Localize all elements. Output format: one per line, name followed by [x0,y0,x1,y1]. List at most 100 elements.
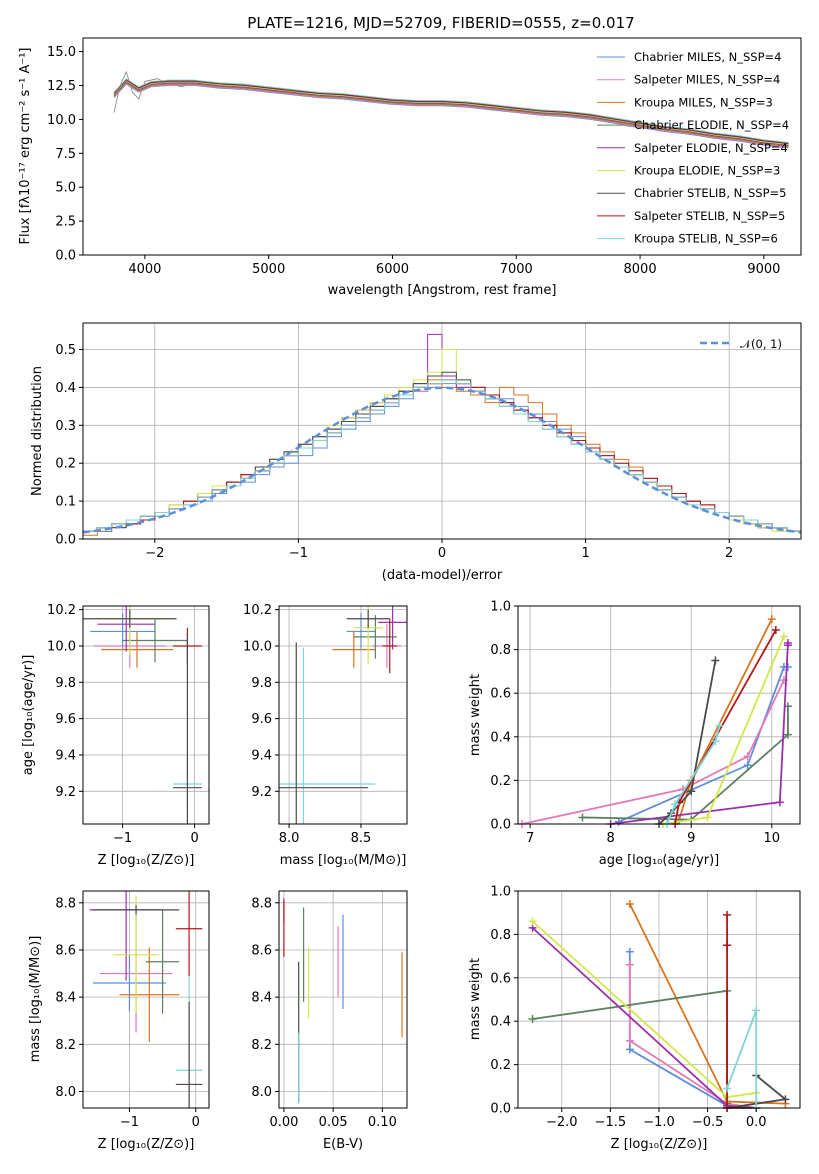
weight-vs-age-ylabel: mass weight [468,674,483,756]
spectrum-ytick-label-6: 15.0 [47,45,76,60]
spectrum-legend-label-2: Kroupa MILES, N_SSP=3 [634,95,773,109]
weight-vs-z-ytick-label-0: 0.0 [490,1102,511,1117]
weight-vs-age-xtick-label-1: 8 [607,831,615,846]
spectrum-model-5 [113,80,789,145]
age-vs-mass-ytick-label-1: 9.4 [251,748,272,763]
residuals-panel: −2 −1 0 1 2 0.0 0.1 0.2 0.3 0.4 0.5 𝒩(0, 1) (data-… [30,322,802,583]
mass-vs-ebv-xlabel: E(B-V) [323,1137,363,1152]
residuals-xtick-label-0: −2 [145,546,164,561]
weight-vs-age-ytick-label-5: 1.0 [490,600,511,615]
spectrum-plot-area [113,70,789,149]
weight-vs-z-ytick-label-4: 0.8 [490,928,511,943]
weight-vs-z-ytick-label-3: 0.6 [490,971,511,986]
weight-vs-age-ytick-label-1: 0.2 [490,774,511,789]
weight-vs-age-marker-5-1 [703,813,712,822]
mass-vs-ebv-xtick-label-1: 0.05 [319,1115,348,1130]
weight-vs-z-line-5 [531,920,757,1099]
age-vs-mass-ytick-label-5: 10.2 [243,603,272,618]
normal-curve [82,386,802,534]
mass-vs-z-panel: −1 0 8.0 8.2 8.4 8.6 8.8 Z [log₁₀(Z/Z⊙)] mass … [28,890,210,1152]
weight-vs-age-marker-4-1 [775,798,784,807]
age-vs-z-ytick-label-3: 9.8 [55,676,76,691]
weight-vs-age-marker-8-2 [711,737,720,746]
weight-vs-age-xtick-label-2: 9 [687,831,695,846]
spectrum-legend-label-6: Chabrier STELIB, N_SSP=5 [634,186,786,200]
age-vs-z-ylabel: age [log₁₀(age/yr)] [21,655,36,776]
age-vs-z-panel: −1 09.29.49.69.810.010.2 Z [log₁₀(Z/Z⊙)] … [21,603,210,868]
weight-vs-z-xtick-label-4: 0.0 [746,1115,767,1130]
weight-vs-age-marker-3-2 [783,730,792,739]
spectrum-ylabel: Flux [fλ10⁻¹⁷ erg cm⁻² s⁻¹ A⁻¹] [18,48,33,245]
residuals-legend: 𝒩(0, 1) [700,337,782,351]
weight-vs-z-marker-2-0 [625,900,634,909]
spectrum-ytick-label-3: 7.5 [55,147,76,162]
weight-vs-z-marker-8-1 [752,1006,761,1015]
weight-vs-age-marker-1-2 [743,752,752,761]
weight-vs-age-marker-8-1 [671,800,680,809]
spectrum-ytick-label-5: 12.5 [47,79,76,94]
weight-vs-age-marker-6-2 [687,787,696,796]
residuals-xtick-label-3: 1 [581,546,589,561]
spectrum-ytick-label-2: 5.0 [55,181,76,196]
residual-hist-8 [82,379,802,539]
weight-vs-age-line-0 [618,666,788,823]
residuals-xlabel: (data-model)/error [382,568,503,583]
weight-vs-age-ytick-label-2: 0.4 [490,730,511,745]
weight-vs-age-marker-4-3 [783,641,792,650]
age-vs-mass-xlabel: mass [log₁₀(M/M⊙)] [280,853,407,868]
figure-title: PLATE=1216, MJD=52709, FIBERID=0555, z=0… [247,14,634,32]
mass-vs-ebv-ytick-label-0: 8.0 [251,1085,272,1100]
weight-vs-age-marker-0-3 [783,663,792,672]
weight-vs-age-marker-5-2 [779,632,788,641]
weight-vs-z-marker-3-0 [528,1015,537,1024]
weight-vs-age-marker-7-2 [771,625,780,634]
weight-vs-z-ytick-label-1: 0.2 [490,1058,511,1073]
weight-vs-age-line-4 [610,643,789,825]
weight-vs-z-xtick-label-1: −1.5 [595,1115,627,1130]
residuals-ytick-label-3: 0.3 [55,419,76,434]
mass-vs-z-ytick-label-0: 8.0 [55,1085,76,1100]
weight-vs-age-xlabel: age [log₁₀(age/yr)] [599,853,720,868]
normal-legend-label: 𝒩(0, 1) [740,337,782,351]
spectrum-legend-label-0: Chabrier MILES, N_SSP=4 [634,50,781,64]
age-vs-mass-panel: 8.0 8.5 9.2 9.4 9.6 9.8 10.0 10.2 mass [log₁₀(M… [243,603,408,868]
spectrum-ytick-label-4: 10.0 [47,113,76,128]
weight-vs-z-ytick-label-2: 0.4 [490,1015,511,1030]
age-vs-z-xlabel: Z [log₁₀(Z/Z⊙)] [98,853,195,868]
mass-vs-ebv-ytick-label-3: 8.6 [251,943,272,958]
weight-vs-z-marker-7-0 [723,910,732,919]
spectrum-model-8 [113,78,789,143]
weight-vs-age-line-3 [582,706,789,821]
spectrum-xtick-label-3: 7000 [500,262,533,277]
weight-vs-age-xtick-label-0: 7 [526,831,534,846]
age-vs-z-xtick-label-1: 0 [190,831,198,846]
weight-vs-z-xtick-label-3: −0.5 [692,1115,724,1130]
spectrum-model-0 [113,83,789,149]
age-vs-z-ytick-label-1: 9.4 [55,748,76,763]
weight-vs-age-panel: 7 8 9 10 0.0 0.2 0.4 0.6 0.8 1.0 age [log₁₀(age/y… [468,600,801,868]
weight-vs-z-marker-8-0 [723,1084,732,1093]
spectrum-model-7 [113,78,789,144]
weight-vs-age-marker-0-1 [743,761,752,770]
weight-vs-z-xtick-label-2: −1.0 [643,1115,675,1130]
weight-vs-age-ytick-label-3: 0.6 [490,687,511,702]
age-vs-z-ytick-label-0: 9.2 [55,785,76,800]
mass-vs-z-ytick-label-4: 8.8 [55,896,76,911]
mass-vs-z-xtick-label-0: −1 [120,1115,139,1130]
spectrum-legend-label-3: Chabrier ELODIE, N_SSP=4 [634,118,789,132]
residuals-ytick-label-0: 0.0 [55,533,76,548]
mass-vs-ebv-ytick-label-2: 8.4 [251,991,272,1006]
weight-vs-z-marker-5-0 [528,917,537,926]
spectrum-model-3 [113,81,789,147]
mass-vs-z-ytick-label-3: 8.6 [55,943,76,958]
residuals-ytick-label-4: 0.4 [55,381,76,396]
age-vs-mass-xtick-label-0: 8.0 [279,831,300,846]
spectrum-xtick-label-1: 5000 [252,262,285,277]
weight-vs-z-xtick-label-0: −2.0 [546,1115,578,1130]
age-vs-z-ytick-label-2: 9.6 [55,712,76,727]
spectrum-ytick-label-1: 2.5 [55,215,76,230]
residuals-xtick-label-1: −1 [289,546,308,561]
spectrum-model-6 [113,79,789,145]
residuals-ytick-label-1: 0.1 [55,495,76,510]
